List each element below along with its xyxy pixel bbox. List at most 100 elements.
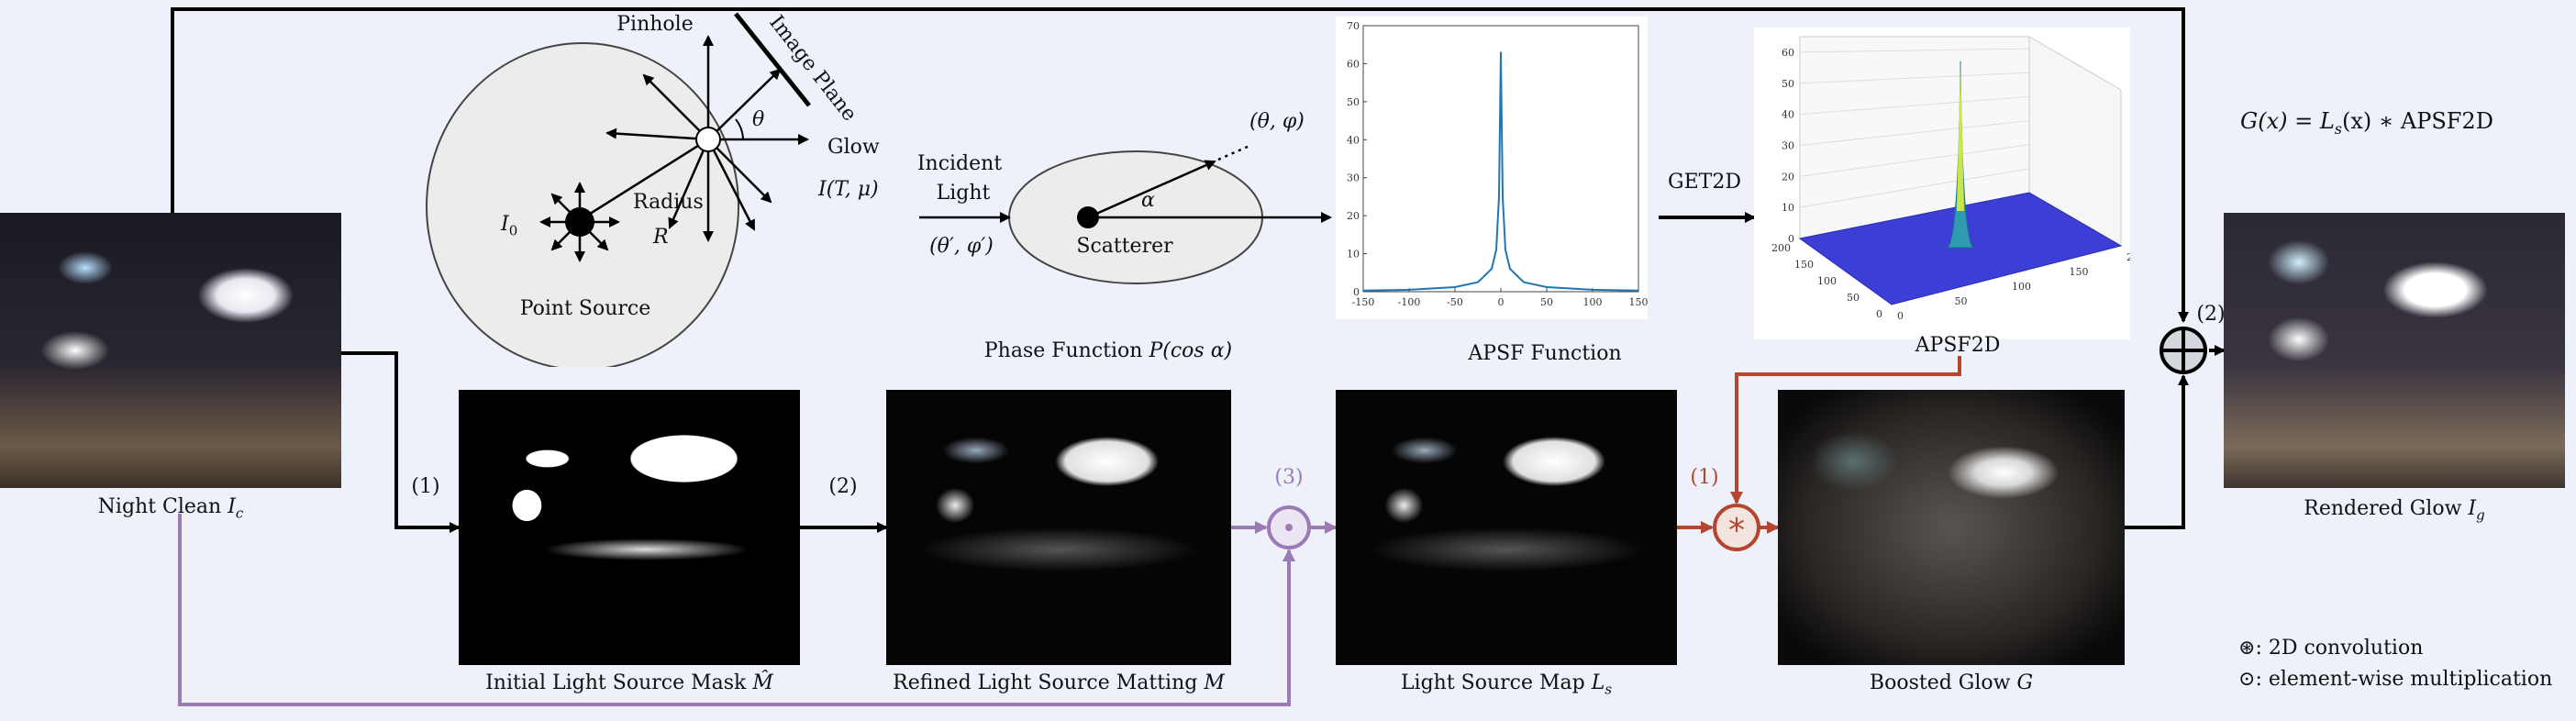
rendered-glow-caption: Rendered Glow Ig xyxy=(2304,497,2485,524)
radius-symbol: R xyxy=(653,226,669,249)
apsf-point xyxy=(1638,289,1639,292)
apsf2d-z-gridline xyxy=(1799,168,2030,208)
scatterer-label: Scatterer xyxy=(1076,235,1173,258)
theta-phi-label: (θ, φ) xyxy=(1249,110,1305,133)
clean-to-mask-line xyxy=(341,351,461,533)
legend-multiplication: ⊙: element-wise multiplication xyxy=(2238,668,2553,691)
boosted-glow-caption: Boosted Glow G xyxy=(1869,671,2034,694)
light-map-caption: Light Source Map Ls xyxy=(1400,671,1613,698)
sphere-outline xyxy=(426,42,739,367)
apsf-x-tick-label: -100 xyxy=(1398,296,1421,308)
step-2-mid: (2) xyxy=(828,475,858,498)
apsf-x-tick-label: 0 xyxy=(1498,296,1505,308)
apsf-x-tick-label: -150 xyxy=(1352,296,1375,308)
apsf2d-z-tick-label: 20 xyxy=(1782,171,1794,183)
step-1-red: (1) xyxy=(1690,466,1719,489)
apsf2d-z-tick-label: 60 xyxy=(1782,47,1794,59)
apsf-point xyxy=(1408,289,1410,291)
legend-convolution: ⊛: 2D convolution xyxy=(2238,637,2424,660)
night-clean-caption: Night Clean Ic xyxy=(97,495,244,522)
apsf-function-chart: 0 10 20 30 40 50 60 70 -150 -100 -50 0 50 100 150 xyxy=(1336,17,1648,319)
glow-to-sum-line xyxy=(2125,374,2189,529)
apsf2d-z-gridline xyxy=(1799,95,2030,116)
light-map-image xyxy=(1336,390,1677,665)
apsf2d-z-gridline xyxy=(1799,72,2030,84)
apsf2d-x-tick-label: 50 xyxy=(1955,295,1968,307)
apsf2d-z-tick-label: 40 xyxy=(1782,109,1794,121)
glow-formula-main: G(x) = Ls(x) ∗ APSF2D xyxy=(2240,108,2493,138)
apsf2d-surface-floor xyxy=(1798,192,2123,305)
glow-formula: I(T, μ) xyxy=(818,178,879,201)
apsf2d-z-gridline xyxy=(1799,48,2030,53)
apsf2d-x-tick-label: 100 xyxy=(2012,281,2031,293)
apsf-y-tick-label: 60 xyxy=(1347,58,1360,70)
apsf-point xyxy=(1523,281,1525,283)
apsf-y-tick-label: 10 xyxy=(1347,249,1360,261)
step-2-right: (2) xyxy=(2196,303,2226,326)
incident-label-1: Incident xyxy=(916,152,1003,175)
apsf2d-z-gridline xyxy=(1799,144,2030,177)
apsf2d-caption: APSF2D xyxy=(1915,334,2001,357)
point-source-dot xyxy=(565,207,594,237)
refined-matting-image xyxy=(886,390,1231,665)
apsf-point xyxy=(1498,195,1500,198)
apsf-point xyxy=(1502,195,1504,198)
apsf-x-tick-label: 100 xyxy=(1583,296,1603,308)
radius-label: Radius xyxy=(633,191,704,214)
boosted-glow-image xyxy=(1778,390,2125,665)
scatter-ray-dotted xyxy=(1217,144,1250,161)
initial-mask-image xyxy=(459,390,800,665)
refined-matting-caption: Refined Light Source Matting M xyxy=(893,671,1225,694)
step-3-purple: (3) xyxy=(1274,466,1304,489)
apsf2d-x-tick-label: 0 xyxy=(1897,310,1904,322)
apsf-point xyxy=(1509,268,1511,270)
theta-phi-prime-label: (θ′, φ′) xyxy=(929,235,994,258)
get2d-label: GET2D xyxy=(1668,171,1741,194)
theta-label: θ xyxy=(752,108,765,131)
apsf2d-z-tick-label: 30 xyxy=(1782,139,1794,151)
apsf2d-z-gridline xyxy=(1799,120,2030,146)
incident-label-2: Light xyxy=(936,182,991,205)
glow-label: Glow xyxy=(827,136,880,159)
svg-text:*: * xyxy=(1728,512,1745,549)
apsf2d-y-tick-label: 150 xyxy=(1794,259,1814,271)
apsf-y-tick-label: 40 xyxy=(1347,134,1360,146)
apsf-y-tick-label: 30 xyxy=(1347,172,1360,184)
elementwise-multiply-node xyxy=(1267,505,1311,549)
scatterer-dot xyxy=(1077,206,1099,228)
apsf-x-tick-label: 50 xyxy=(1540,296,1553,308)
apsf2d-x-tick-label: 150 xyxy=(2070,266,2089,278)
apsf-point xyxy=(1500,51,1502,53)
point-source-label: Point Source xyxy=(519,297,651,320)
multiplication-symbol-icon: ⊙ xyxy=(2238,668,2256,691)
apsf2d-surface-chart: 0102030405060050100150200050100150200 xyxy=(1754,28,2130,339)
sum-node xyxy=(2160,327,2207,374)
apsf2d-y-tick-label: 100 xyxy=(1817,275,1837,287)
apsf-function-caption: APSF Function xyxy=(1468,342,1622,365)
apsf-point xyxy=(1546,286,1548,288)
apsf-y-tick-label: 70 xyxy=(1347,20,1360,32)
scatter-ray xyxy=(1087,160,1216,219)
apsf-x-tick-label: -50 xyxy=(1447,296,1463,308)
apsf-point xyxy=(1362,289,1364,292)
theta-arc xyxy=(735,118,744,140)
apsf-y-tick-label: 0 xyxy=(1353,286,1360,298)
purple-loop-line xyxy=(178,514,1295,706)
top-loop-line xyxy=(171,7,2189,323)
rendered-glow-image xyxy=(2224,213,2565,488)
apsf2d-to-conv-line xyxy=(1730,356,1961,505)
apsf2d-y-tick-label: 0 xyxy=(1876,308,1882,320)
apsf2d-z-tick-label: 10 xyxy=(1782,202,1794,214)
pinhole-circle xyxy=(695,127,721,152)
apsf2d-y-tick-label: 50 xyxy=(1847,292,1860,304)
i0-label: I0 xyxy=(501,213,518,239)
apsf-point xyxy=(1505,249,1506,251)
apsf-point xyxy=(1491,268,1493,270)
convolution-node: * xyxy=(1713,504,1760,551)
apsf2d-y-tick-label: 200 xyxy=(1771,242,1791,254)
apsf2d-z-tick-label: 0 xyxy=(1788,233,1794,245)
apsf2d-x-tick-label: 200 xyxy=(2126,251,2130,263)
scatterer-illustration xyxy=(919,144,1332,284)
apsf-x-tick-label: 150 xyxy=(1629,296,1649,308)
